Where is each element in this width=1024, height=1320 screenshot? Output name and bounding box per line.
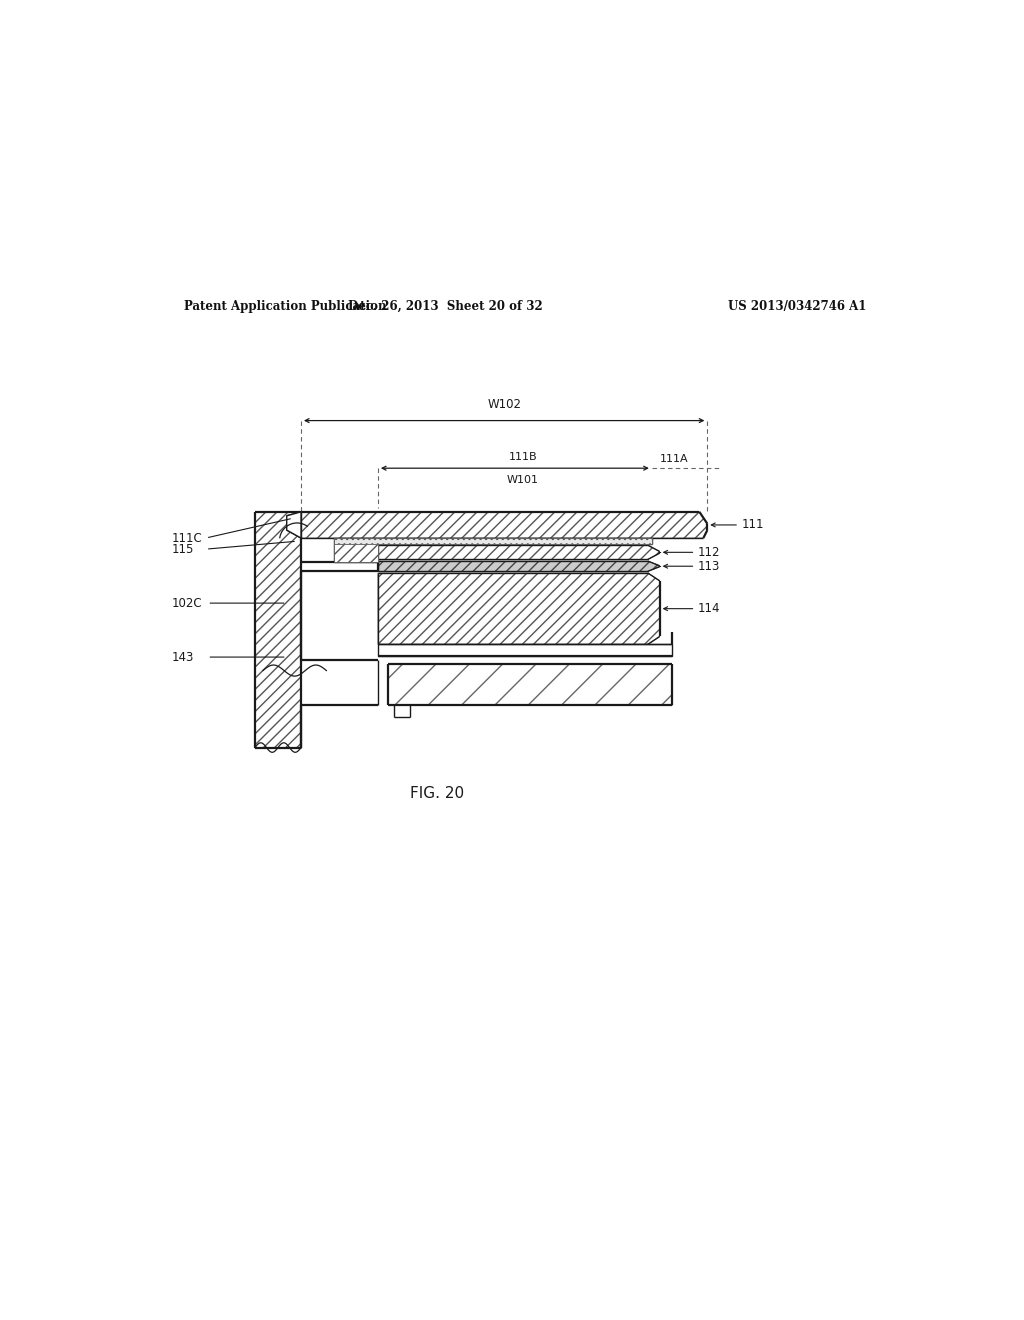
Polygon shape bbox=[378, 545, 659, 560]
Text: FIG. 20: FIG. 20 bbox=[411, 787, 465, 801]
Polygon shape bbox=[378, 573, 659, 644]
Text: W102: W102 bbox=[487, 399, 521, 411]
Text: 111A: 111A bbox=[659, 454, 688, 465]
Text: 113: 113 bbox=[697, 560, 720, 573]
Polygon shape bbox=[301, 512, 708, 539]
Polygon shape bbox=[287, 512, 301, 539]
Text: 143: 143 bbox=[172, 651, 194, 664]
Text: 111B: 111B bbox=[509, 451, 538, 462]
Polygon shape bbox=[378, 644, 672, 656]
Text: Dec. 26, 2013  Sheet 20 of 32: Dec. 26, 2013 Sheet 20 of 32 bbox=[348, 300, 543, 313]
Text: US 2013/0342746 A1: US 2013/0342746 A1 bbox=[728, 300, 866, 313]
Polygon shape bbox=[334, 539, 652, 544]
Text: 114: 114 bbox=[697, 602, 720, 615]
Text: Patent Application Publication: Patent Application Publication bbox=[183, 300, 386, 313]
Polygon shape bbox=[255, 512, 301, 747]
Polygon shape bbox=[378, 561, 659, 572]
Text: 102C: 102C bbox=[172, 597, 203, 610]
Text: 111: 111 bbox=[741, 519, 764, 532]
Polygon shape bbox=[387, 664, 672, 705]
Text: W101: W101 bbox=[507, 475, 539, 484]
Text: 111C: 111C bbox=[172, 532, 203, 545]
Text: 115: 115 bbox=[172, 543, 194, 556]
Text: 112: 112 bbox=[697, 546, 720, 558]
Polygon shape bbox=[334, 544, 378, 562]
